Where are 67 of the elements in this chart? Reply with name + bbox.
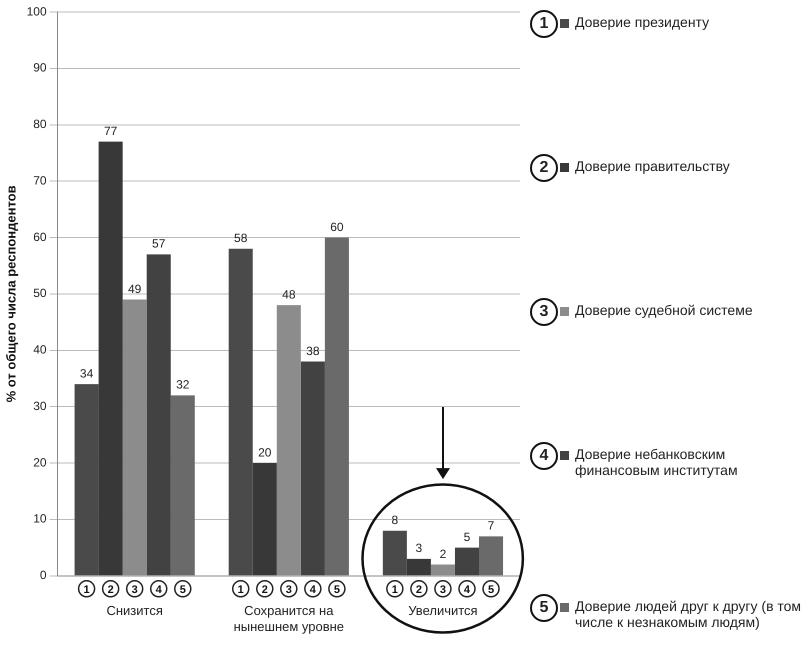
- text: 2: [108, 584, 114, 596]
- y-tick-label: 40: [33, 342, 47, 357]
- bar: [146, 254, 171, 576]
- y-tick-label: 20: [33, 455, 47, 470]
- data-label: 2: [440, 546, 447, 561]
- bar: [454, 548, 480, 576]
- legend-label: Доверие людей друг к другу (в том числе к незнакомым людям): [575, 597, 802, 630]
- data-label: 7: [488, 518, 495, 533]
- legend-label: Доверие президенту: [575, 13, 710, 30]
- text: 5: [334, 584, 340, 596]
- data-label: 60: [330, 220, 344, 234]
- data-label: 8: [392, 513, 399, 528]
- data-label: 32: [176, 378, 190, 392]
- y-tick-label: 60: [33, 230, 47, 244]
- data-label: 57: [152, 236, 166, 251]
- text: 3: [132, 584, 138, 596]
- text: 3: [440, 584, 446, 596]
- text: 1: [238, 584, 244, 596]
- text: 1: [84, 584, 90, 596]
- bar: [324, 238, 349, 576]
- legend-label: Доверие небанковским финансовым институтам: [575, 445, 739, 478]
- text: 4: [156, 584, 163, 596]
- bar: [252, 463, 277, 576]
- text: 5: [488, 584, 494, 596]
- data-label: 77: [104, 124, 118, 138]
- text: 2: [416, 584, 422, 596]
- legend-label: Доверие правительству: [575, 157, 730, 174]
- circled-number: 4: [530, 442, 558, 470]
- data-label: 3: [416, 541, 423, 556]
- text: 3: [286, 584, 292, 596]
- text: 4: [464, 584, 470, 596]
- circled-number: 1: [530, 10, 558, 38]
- legend-label: Доверие судебной системе: [575, 301, 753, 318]
- bar: [382, 530, 407, 576]
- bar: [300, 362, 325, 576]
- text: 4: [310, 584, 316, 596]
- y-tick-label: 80: [33, 117, 47, 132]
- data-label: 58: [234, 231, 248, 246]
- y-axis-title: % от общего числа респондентов: [3, 185, 18, 402]
- data-label: 5: [464, 530, 471, 544]
- data-label: 48: [282, 287, 296, 302]
- y-tick-label: 90: [33, 60, 47, 75]
- x-tick-label: Снизится: [106, 603, 163, 618]
- bar: [479, 536, 504, 576]
- circled-number: 3: [530, 298, 558, 326]
- y-tick-label: 50: [33, 286, 47, 300]
- text: 2: [262, 584, 268, 596]
- bar: [170, 395, 195, 576]
- bar: [228, 248, 253, 576]
- data-label: 38: [306, 344, 320, 358]
- x-tick-label: Сохранится на нынешнем уровне: [234, 603, 344, 634]
- data-label: 20: [258, 445, 272, 460]
- y-tick-label: 0: [40, 568, 47, 582]
- y-tick-label: 100: [26, 4, 47, 18]
- bar: [406, 558, 431, 576]
- y-tick-label: 10: [33, 512, 47, 526]
- circled-number: 5: [530, 594, 558, 622]
- bar: [74, 384, 99, 576]
- data-label: 49: [128, 282, 142, 296]
- data-label: 34: [80, 366, 94, 380]
- text: 5: [180, 584, 186, 596]
- x-tick-label: Увеличится: [408, 603, 478, 618]
- y-tick-label: 70: [33, 173, 47, 188]
- y-tick-label: 30: [33, 398, 47, 413]
- circled-number: 2: [530, 154, 558, 182]
- bar: [98, 142, 123, 576]
- text: 1: [392, 584, 398, 596]
